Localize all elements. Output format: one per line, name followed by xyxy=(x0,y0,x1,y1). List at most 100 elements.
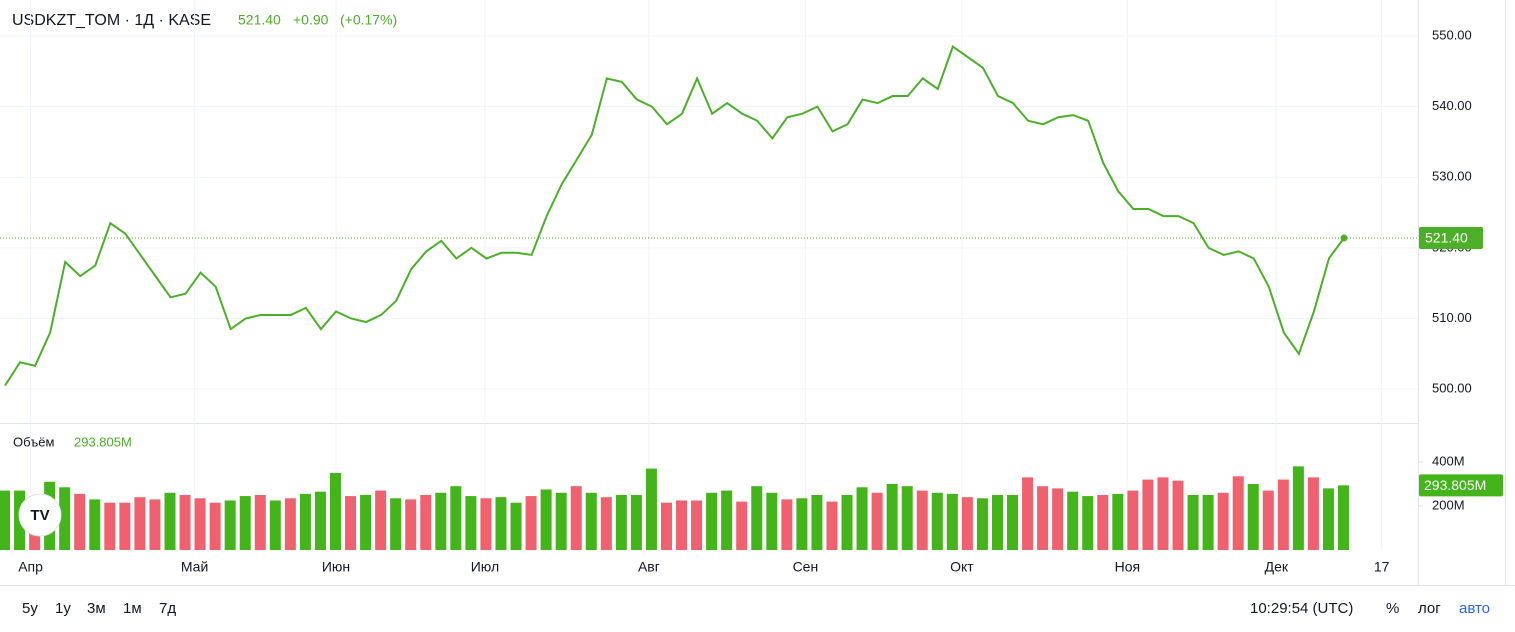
percent-toggle[interactable]: % xyxy=(1386,600,1399,617)
volume-bar xyxy=(570,486,582,550)
volume-bar xyxy=(1292,466,1304,550)
volume-bar xyxy=(1097,494,1109,550)
volume-bar xyxy=(585,492,597,550)
volume-bar xyxy=(811,494,823,550)
volume-bar xyxy=(1007,494,1019,550)
volume-box xyxy=(1419,474,1503,497)
volume-bar xyxy=(1082,496,1094,550)
auto-toggle[interactable]: авто xyxy=(1459,600,1490,617)
volume-bar xyxy=(435,492,447,550)
volume-bar xyxy=(1187,494,1199,550)
volume-bar xyxy=(991,494,1003,550)
symbol-title: USDKZT_TOM · 1Д · KASE xyxy=(12,12,211,29)
x-tick-label: Сен xyxy=(793,559,819,575)
range-button[interactable]: 3м xyxy=(87,600,106,617)
volume-bar xyxy=(1262,490,1274,550)
volume-bar xyxy=(329,472,341,550)
last-price-box xyxy=(1419,226,1483,249)
volume-bar xyxy=(1157,477,1169,550)
volume-bar xyxy=(841,494,853,550)
volume-bar xyxy=(736,501,748,550)
y-tick-label: 550.00 xyxy=(1432,27,1472,42)
volume-bar xyxy=(1112,493,1124,550)
y-tick-label: 530.00 xyxy=(1432,169,1472,184)
logo[interactable]: TV xyxy=(18,493,62,537)
y-tick-label: 400M xyxy=(1432,453,1465,468)
volume-title: Объём xyxy=(13,434,54,449)
volume-bar xyxy=(676,500,688,550)
volume-bar xyxy=(1142,479,1154,550)
volume-bar xyxy=(1217,492,1229,550)
log-toggle[interactable]: лог xyxy=(1418,600,1441,617)
volume-bar xyxy=(721,490,733,550)
volume-bar xyxy=(691,500,703,550)
y-tick-label: 510.00 xyxy=(1432,310,1472,325)
volume-bar xyxy=(450,486,462,550)
volume-bar xyxy=(119,502,131,550)
volume-bar xyxy=(1172,480,1184,550)
volume-bar xyxy=(600,497,612,550)
clock: 10:29:54 (UTC) xyxy=(1250,600,1353,617)
volume-bar xyxy=(194,498,206,550)
range-button[interactable]: 5y xyxy=(22,600,38,617)
volume-bar xyxy=(179,494,191,550)
volume-bar xyxy=(1202,494,1214,550)
last-point xyxy=(1340,234,1348,242)
volume-bar xyxy=(209,502,221,550)
volume-bar xyxy=(164,492,176,550)
volume-bar xyxy=(1338,485,1350,550)
price-change: +0.90 xyxy=(293,12,329,28)
volume-bar xyxy=(706,492,718,550)
last-price-label: 521.40 xyxy=(1425,230,1468,246)
y-tick-label: 540.00 xyxy=(1432,98,1472,113)
volume-box-label: 293.805M xyxy=(1424,477,1486,493)
volume-bar xyxy=(149,499,161,550)
volume-bar xyxy=(254,494,266,550)
volume-bar xyxy=(826,501,838,550)
volume-bar xyxy=(345,496,357,550)
volume-bar xyxy=(480,498,492,550)
volume-bar xyxy=(1127,490,1139,550)
volume-bar xyxy=(555,492,567,550)
volume-bar xyxy=(645,468,657,550)
x-tick-label: Ноя xyxy=(1115,559,1140,575)
volume-bar xyxy=(1052,488,1064,550)
volume-bar xyxy=(871,492,883,550)
volume-bar xyxy=(615,494,627,550)
volume-bar xyxy=(89,499,101,550)
range-button[interactable]: 1y xyxy=(55,600,71,617)
volume-bar xyxy=(224,500,236,550)
volume-bar xyxy=(1307,477,1319,550)
x-tick-label: Окт xyxy=(950,559,974,575)
volume-bar xyxy=(1247,483,1259,550)
volume-bar xyxy=(630,494,642,550)
volume-bar xyxy=(510,502,522,550)
x-tick-label: Авг xyxy=(638,559,660,575)
last-price: 521.40 xyxy=(238,12,281,28)
volume-bar xyxy=(299,493,311,550)
volume-bar xyxy=(766,492,778,550)
volume-bar xyxy=(104,502,116,550)
x-tick-label: Июн xyxy=(322,559,350,575)
volume-bar xyxy=(1277,479,1289,550)
volume-bar xyxy=(751,486,763,550)
volume-bar xyxy=(284,498,296,550)
volume-bar xyxy=(1232,476,1244,550)
volume-bar xyxy=(465,496,477,550)
volume-bar xyxy=(1067,491,1079,550)
volume-bar xyxy=(0,490,10,550)
volume-bar xyxy=(1037,486,1049,550)
volume-bar xyxy=(405,499,417,550)
volume-bar xyxy=(360,494,372,550)
volume-bar xyxy=(540,489,552,550)
price-change-pct: (+0.17%) xyxy=(340,12,397,28)
volume-bar xyxy=(961,497,973,550)
range-button[interactable]: 1м xyxy=(123,600,142,617)
range-button[interactable]: 7д xyxy=(159,600,176,617)
volume-bar xyxy=(946,493,958,550)
volume-bar xyxy=(375,490,387,550)
volume-bar xyxy=(886,483,898,550)
price-line xyxy=(4,45,1345,387)
volume-bar xyxy=(134,497,146,550)
